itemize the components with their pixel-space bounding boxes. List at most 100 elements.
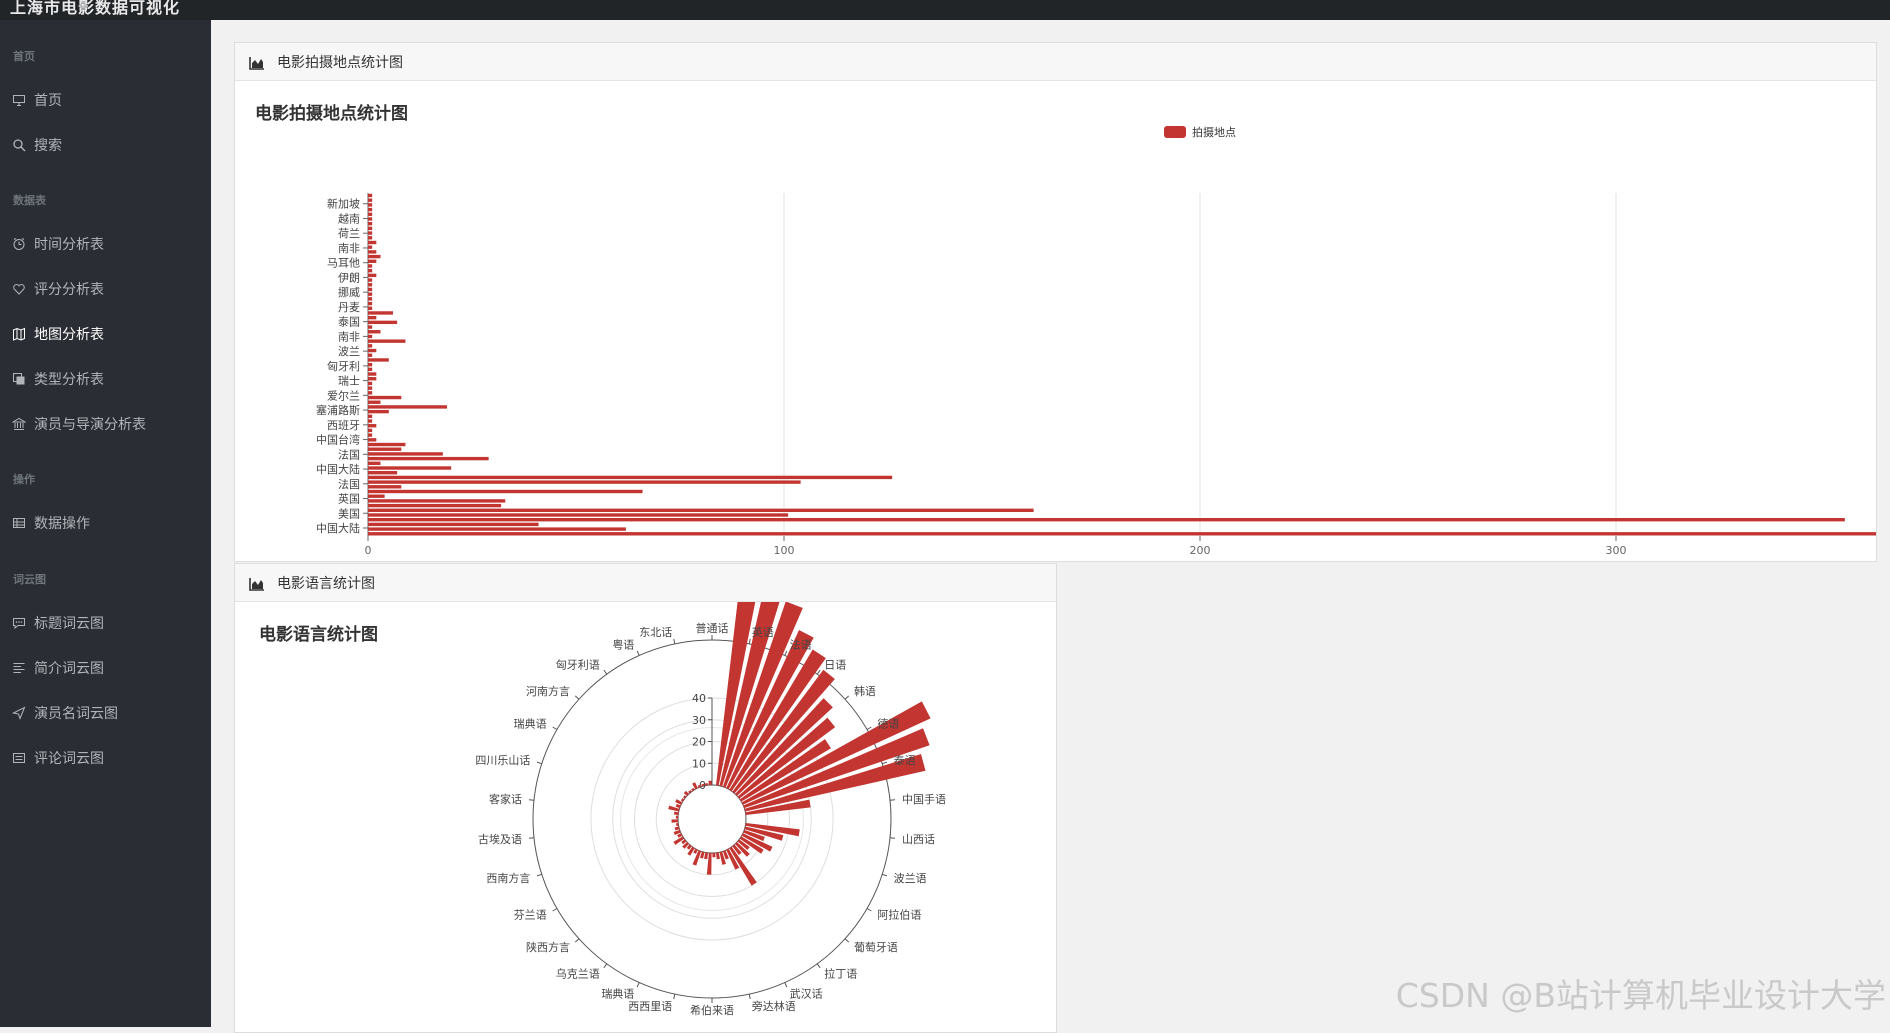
location-bar[interactable] xyxy=(368,461,381,466)
location-bar[interactable] xyxy=(368,212,373,216)
location-bar[interactable] xyxy=(368,240,377,245)
language-bar[interactable] xyxy=(744,753,926,812)
language-bar[interactable] xyxy=(741,833,773,852)
location-bar[interactable] xyxy=(368,315,377,320)
language-bar[interactable] xyxy=(674,826,680,831)
location-bar[interactable] xyxy=(368,301,373,306)
location-bar[interactable] xyxy=(368,348,377,353)
language-bar[interactable] xyxy=(675,799,683,805)
location-bar[interactable] xyxy=(368,259,377,263)
language-bar[interactable] xyxy=(737,717,836,799)
language-bar[interactable] xyxy=(691,787,695,792)
location-bar[interactable] xyxy=(368,344,373,348)
sidebar-item[interactable]: 类型分析表 xyxy=(12,367,202,391)
location-bar[interactable] xyxy=(368,442,406,447)
sidebar-item[interactable]: 演员与导演分析表 xyxy=(12,412,202,436)
location-bar[interactable] xyxy=(368,334,373,339)
sidebar-item[interactable]: 时间分析表 xyxy=(12,232,202,256)
location-bar[interactable] xyxy=(368,532,1877,536)
language-bar[interactable] xyxy=(722,602,803,788)
location-bar[interactable] xyxy=(368,395,402,400)
location-bar[interactable] xyxy=(368,452,443,456)
location-bar[interactable] xyxy=(368,480,801,484)
location-bar[interactable] xyxy=(368,236,373,240)
location-bar[interactable] xyxy=(368,466,452,470)
location-bar[interactable] xyxy=(368,273,377,278)
location-bar[interactable] xyxy=(368,518,1845,522)
language-bar[interactable] xyxy=(726,630,814,790)
location-bar[interactable] xyxy=(368,508,1034,512)
language-bar[interactable] xyxy=(732,844,742,855)
language-bar[interactable] xyxy=(704,783,709,786)
sidebar-item[interactable]: 搜索 xyxy=(12,133,202,157)
location-bar[interactable] xyxy=(368,268,373,273)
language-bar[interactable] xyxy=(739,739,831,802)
location-bar[interactable] xyxy=(368,433,373,437)
sidebar-item[interactable]: 数据操作 xyxy=(12,511,202,535)
location-bar[interactable] xyxy=(368,405,448,409)
location-bar[interactable] xyxy=(368,367,373,372)
location-bar[interactable] xyxy=(368,485,402,489)
location-bar[interactable] xyxy=(368,283,373,287)
language-bar[interactable] xyxy=(668,805,680,812)
location-bar[interactable] xyxy=(368,503,502,508)
language-bar[interactable] xyxy=(683,790,689,796)
language-bar[interactable] xyxy=(675,815,679,819)
language-bar[interactable] xyxy=(693,848,698,854)
language-bar[interactable] xyxy=(743,829,765,842)
language-bar[interactable] xyxy=(681,839,687,845)
location-bar[interactable] xyxy=(368,353,373,357)
location-bar[interactable] xyxy=(368,320,398,325)
language-bar[interactable] xyxy=(735,698,833,796)
location-bar[interactable] xyxy=(368,381,373,386)
chart-legend[interactable]: 拍摄地点 xyxy=(1164,125,1236,139)
location-bar[interactable] xyxy=(368,362,373,367)
location-bar[interactable] xyxy=(368,339,406,343)
location-bar[interactable] xyxy=(368,424,377,428)
location-bar[interactable] xyxy=(368,386,373,390)
location-bar[interactable] xyxy=(368,527,626,531)
language-bar[interactable] xyxy=(745,822,800,837)
language-bar[interactable] xyxy=(732,669,835,794)
language-bar[interactable] xyxy=(745,799,811,816)
language-bar[interactable] xyxy=(719,602,783,787)
location-bar[interactable] xyxy=(368,409,389,414)
language-bar[interactable] xyxy=(741,701,931,805)
language-bar[interactable] xyxy=(680,798,685,802)
location-bar[interactable] xyxy=(368,264,373,268)
location-bar[interactable] xyxy=(368,456,489,461)
location-bar[interactable] xyxy=(368,254,381,259)
location-bar[interactable] xyxy=(368,499,506,503)
location-bar[interactable] xyxy=(368,475,893,480)
location-bar[interactable] xyxy=(368,494,385,498)
language-bar[interactable] xyxy=(671,819,679,823)
location-bar[interactable] xyxy=(368,438,377,442)
language-bar[interactable] xyxy=(726,848,740,870)
language-bar[interactable] xyxy=(692,782,698,790)
language-bar[interactable] xyxy=(673,836,685,845)
language-bar[interactable] xyxy=(704,852,709,860)
language-bar[interactable] xyxy=(712,852,716,858)
location-bar[interactable] xyxy=(368,325,373,329)
location-bar[interactable] xyxy=(368,292,373,296)
location-bar[interactable] xyxy=(368,278,373,282)
location-bar[interactable] xyxy=(368,311,393,315)
sidebar-item[interactable]: 首页 xyxy=(12,88,202,112)
language-bar[interactable] xyxy=(699,851,705,859)
location-bar[interactable] xyxy=(368,489,643,494)
language-bar[interactable] xyxy=(673,829,681,836)
location-bar[interactable] xyxy=(368,250,377,254)
language-bar[interactable] xyxy=(715,602,761,786)
language-bar[interactable] xyxy=(687,846,695,856)
language-bar[interactable] xyxy=(675,803,681,809)
location-bar[interactable] xyxy=(368,447,402,451)
language-bar[interactable] xyxy=(688,790,692,794)
language-bar[interactable] xyxy=(715,852,720,860)
location-bar[interactable] xyxy=(368,372,377,376)
location-bar[interactable] xyxy=(368,203,373,207)
language-bar[interactable] xyxy=(676,822,679,827)
language-bar[interactable] xyxy=(701,783,705,787)
location-bar[interactable] xyxy=(368,358,389,362)
location-bar[interactable] xyxy=(368,217,373,221)
sidebar-item[interactable]: 评分分析表 xyxy=(12,277,202,301)
